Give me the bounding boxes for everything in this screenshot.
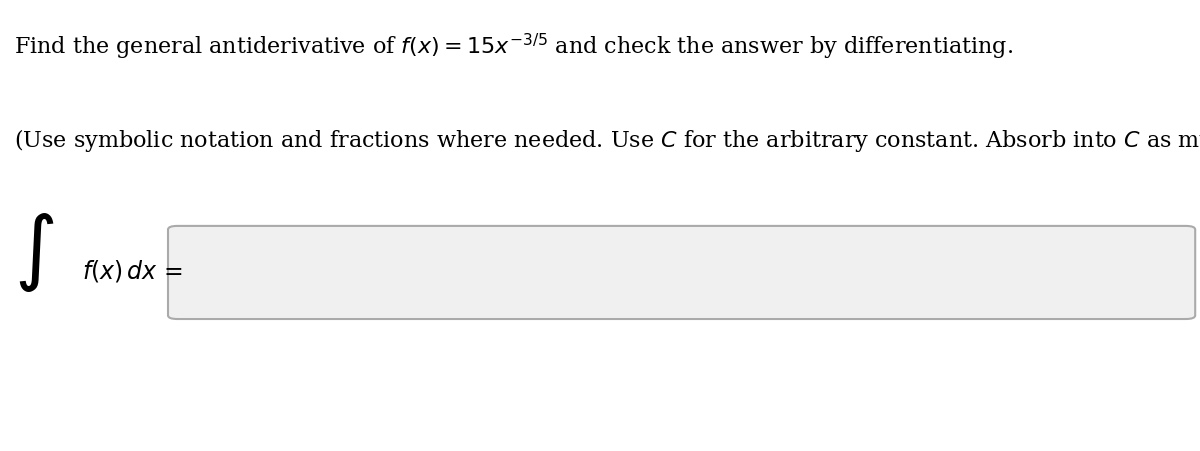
Text: $f(x)\,dx\,=$: $f(x)\,dx\,=$ <box>82 258 182 284</box>
FancyBboxPatch shape <box>168 226 1195 319</box>
Text: $\int$: $\int$ <box>14 212 55 294</box>
Text: (Use symbolic notation and fractions where needed. Use $C$ for the arbitrary con: (Use symbolic notation and fractions whe… <box>14 126 1200 153</box>
Text: Find the general antiderivative of $f(x) = 15x^{-3/5}$ and check the answer by d: Find the general antiderivative of $f(x)… <box>14 32 1014 62</box>
